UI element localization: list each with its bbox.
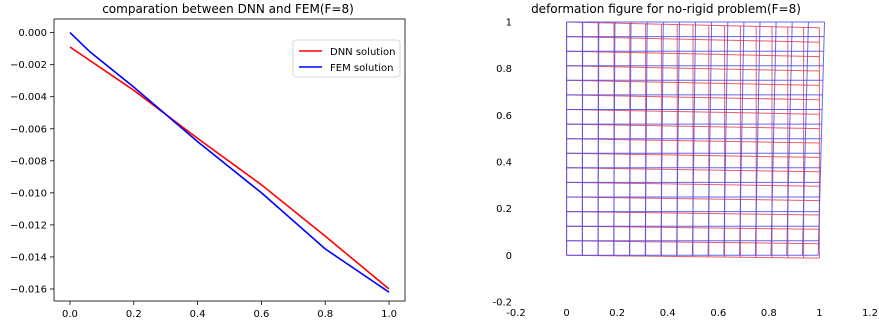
mesh-vertical-line bbox=[754, 21, 761, 256]
y-tick-label: −0.008 bbox=[10, 156, 47, 167]
series-line-fem-solution bbox=[69, 32, 390, 293]
x-tick-label: 0.0 bbox=[62, 309, 78, 320]
x-tick-label: 0.2 bbox=[609, 308, 625, 319]
y-tick-label: 0 bbox=[506, 251, 512, 262]
x-tick-label: 0.8 bbox=[761, 308, 777, 319]
mesh-vertical-line bbox=[723, 21, 729, 256]
y-tick-label: −0.012 bbox=[10, 220, 47, 231]
mesh-vertical-line bbox=[707, 21, 713, 256]
x-tick-label: 0.8 bbox=[317, 309, 333, 320]
x-tick-label: 0.4 bbox=[660, 308, 676, 319]
mesh-horizontal-line bbox=[566, 123, 820, 130]
x-tick-label: -0.2 bbox=[506, 308, 526, 319]
mesh-horizontal-line bbox=[566, 36, 820, 43]
x-tick-label: 0.6 bbox=[710, 308, 726, 319]
mesh-horizontal-line bbox=[566, 138, 820, 144]
left-chart-frame bbox=[53, 18, 406, 302]
left-chart-x-ticks: 0.0 0.2 0.4 0.6 0.8 1.0 bbox=[62, 301, 397, 320]
y-tick-label: 0.4 bbox=[496, 158, 512, 169]
y-tick-label: −0.006 bbox=[10, 124, 47, 135]
x-tick-label: 0.6 bbox=[253, 309, 269, 320]
y-tick-label: 1 bbox=[506, 18, 512, 29]
left-chart-y-ticks: 0.000 −0.002 −0.004 −0.006 −0.008 −0.010 −0.01… bbox=[10, 28, 54, 295]
mesh-vertical-line bbox=[739, 21, 745, 256]
legend-label-dnn: DNN solution bbox=[330, 47, 395, 58]
x-tick-label: 0 bbox=[563, 308, 569, 319]
mesh-horizontal-line bbox=[566, 109, 820, 115]
y-tick-label: 0.6 bbox=[496, 111, 512, 122]
right-chart-x-ticks: -0.2 0 0.2 0.4 0.6 0.8 1 1.2 bbox=[506, 308, 878, 319]
mesh-horizontal-line bbox=[566, 21, 820, 29]
right-chart: deformation figure for no-rigid problem(… bbox=[492, 2, 877, 319]
y-tick-label: 0.8 bbox=[496, 64, 512, 75]
right-chart-mesh-group bbox=[566, 21, 825, 259]
series-line-dnn-solution bbox=[69, 46, 390, 290]
y-tick-label: 0.2 bbox=[496, 204, 512, 215]
right-chart-title: deformation figure for no-rigid problem(… bbox=[531, 2, 801, 16]
x-tick-label: 0.4 bbox=[190, 309, 206, 320]
mesh-horizontal-line bbox=[566, 65, 820, 72]
y-tick-label: 0.000 bbox=[18, 28, 47, 39]
left-chart-legend: DNN solution FEM solution bbox=[292, 39, 401, 78]
mesh-horizontal-line bbox=[566, 94, 820, 101]
left-chart: comparation between DNN and FEM(F=8) 0.0… bbox=[10, 2, 406, 320]
y-tick-label: −0.004 bbox=[10, 92, 47, 103]
y-tick-label: −0.010 bbox=[10, 188, 47, 199]
y-tick-label: -0.2 bbox=[492, 298, 512, 309]
left-chart-series-group bbox=[69, 32, 390, 293]
x-tick-label: 1 bbox=[816, 308, 822, 319]
mesh-vertical-line bbox=[770, 21, 777, 256]
mesh-horizontal-line bbox=[566, 50, 820, 58]
mesh-vertical-line bbox=[801, 21, 809, 256]
y-tick-label: −0.002 bbox=[10, 60, 47, 71]
x-tick-label: 1.2 bbox=[862, 308, 878, 319]
left-chart-title: comparation between DNN and FEM(F=8) bbox=[102, 2, 354, 16]
right-chart-y-ticks: -0.2 0 0.2 0.4 0.6 0.8 1 bbox=[492, 18, 512, 309]
mesh-vertical-line bbox=[786, 21, 793, 256]
legend-label-fem: FEM solution bbox=[330, 63, 393, 74]
y-tick-label: −0.014 bbox=[10, 252, 47, 263]
x-tick-label: 1.0 bbox=[381, 309, 397, 320]
mesh-horizontal-line bbox=[566, 79, 820, 86]
mesh-vertical-line bbox=[817, 21, 825, 256]
x-tick-label: 0.2 bbox=[126, 309, 142, 320]
y-tick-label: −0.016 bbox=[10, 284, 47, 295]
